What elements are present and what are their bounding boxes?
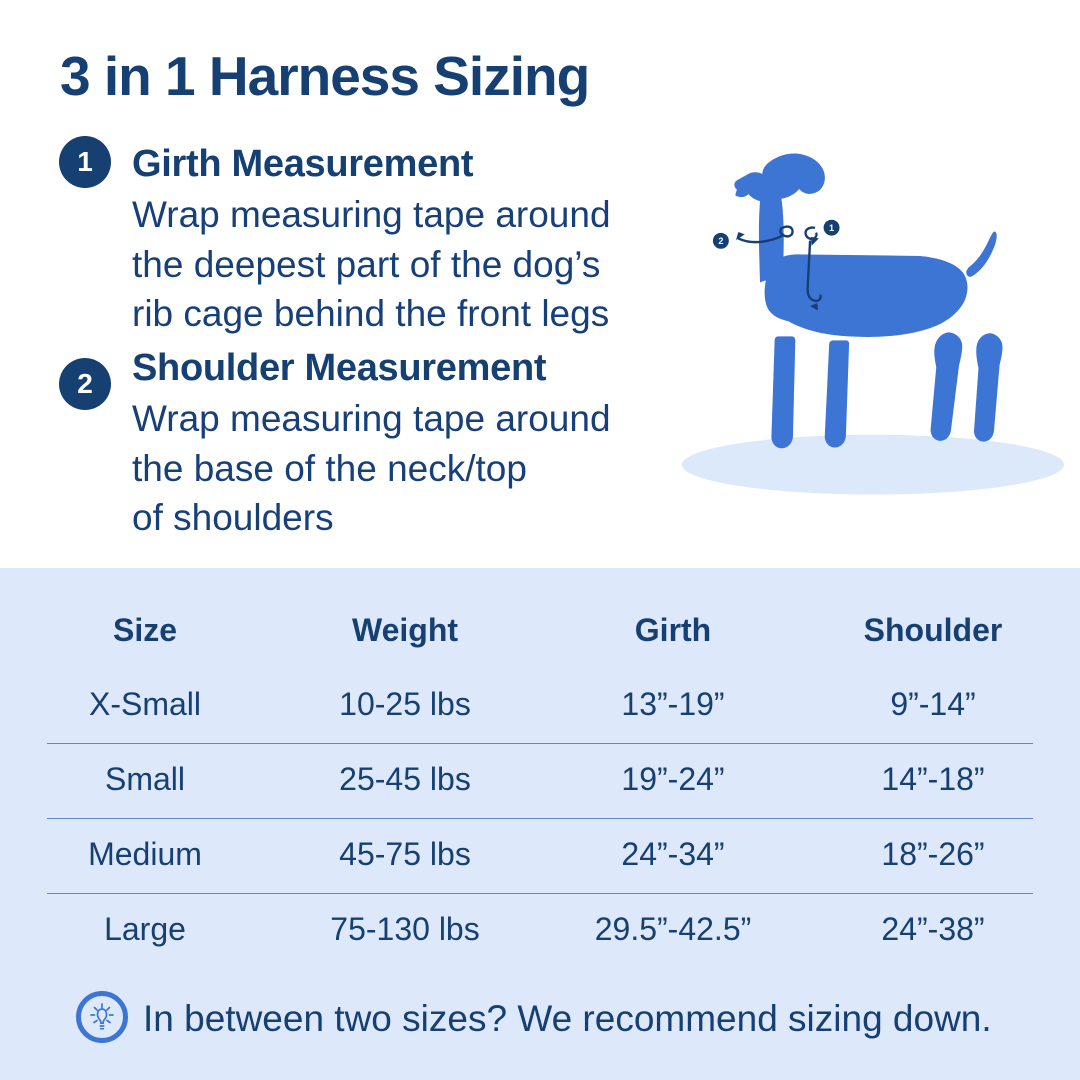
svg-text:1: 1 [829, 223, 834, 233]
svg-text:2: 2 [718, 236, 723, 246]
